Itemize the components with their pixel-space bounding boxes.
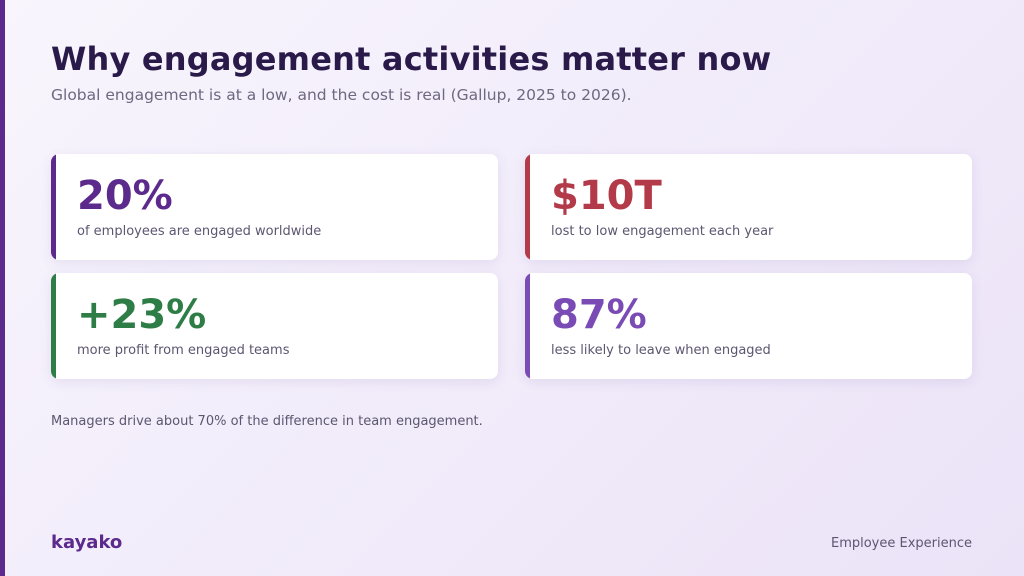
stat-label: lost to low engagement each year	[551, 224, 774, 239]
stat-card-accent	[51, 273, 56, 379]
stat-label: less likely to leave when engaged	[551, 343, 771, 358]
stat-value: 20%	[77, 173, 173, 219]
kayako-logo: kayako	[51, 532, 123, 553]
left-accent-bar	[0, 0, 5, 576]
stat-label: of employees are engaged worldwide	[77, 224, 322, 239]
stat-value: $10T	[551, 173, 662, 219]
stat-card-accent	[525, 154, 530, 260]
footnote: Managers drive about 70% of the differen…	[51, 414, 483, 429]
stat-card-profit: +23% more profit from engaged teams	[51, 273, 498, 379]
slide-title: Why engagement activities matter now	[51, 40, 772, 78]
slide-subtitle: Global engagement is at a low, and the c…	[51, 86, 632, 104]
stat-label: more profit from engaged teams	[77, 343, 290, 358]
stat-card-cost: $10T lost to low engagement each year	[525, 154, 972, 260]
stat-card-accent	[51, 154, 56, 260]
stat-card-engaged: 20% of employees are engaged worldwide	[51, 154, 498, 260]
stat-card-retention: 87% less likely to leave when engaged	[525, 273, 972, 379]
footer-section-tag: Employee Experience	[830, 536, 972, 551]
stat-value: 87%	[551, 292, 647, 338]
stat-value: +23%	[77, 292, 207, 338]
stat-card-accent	[525, 273, 530, 379]
